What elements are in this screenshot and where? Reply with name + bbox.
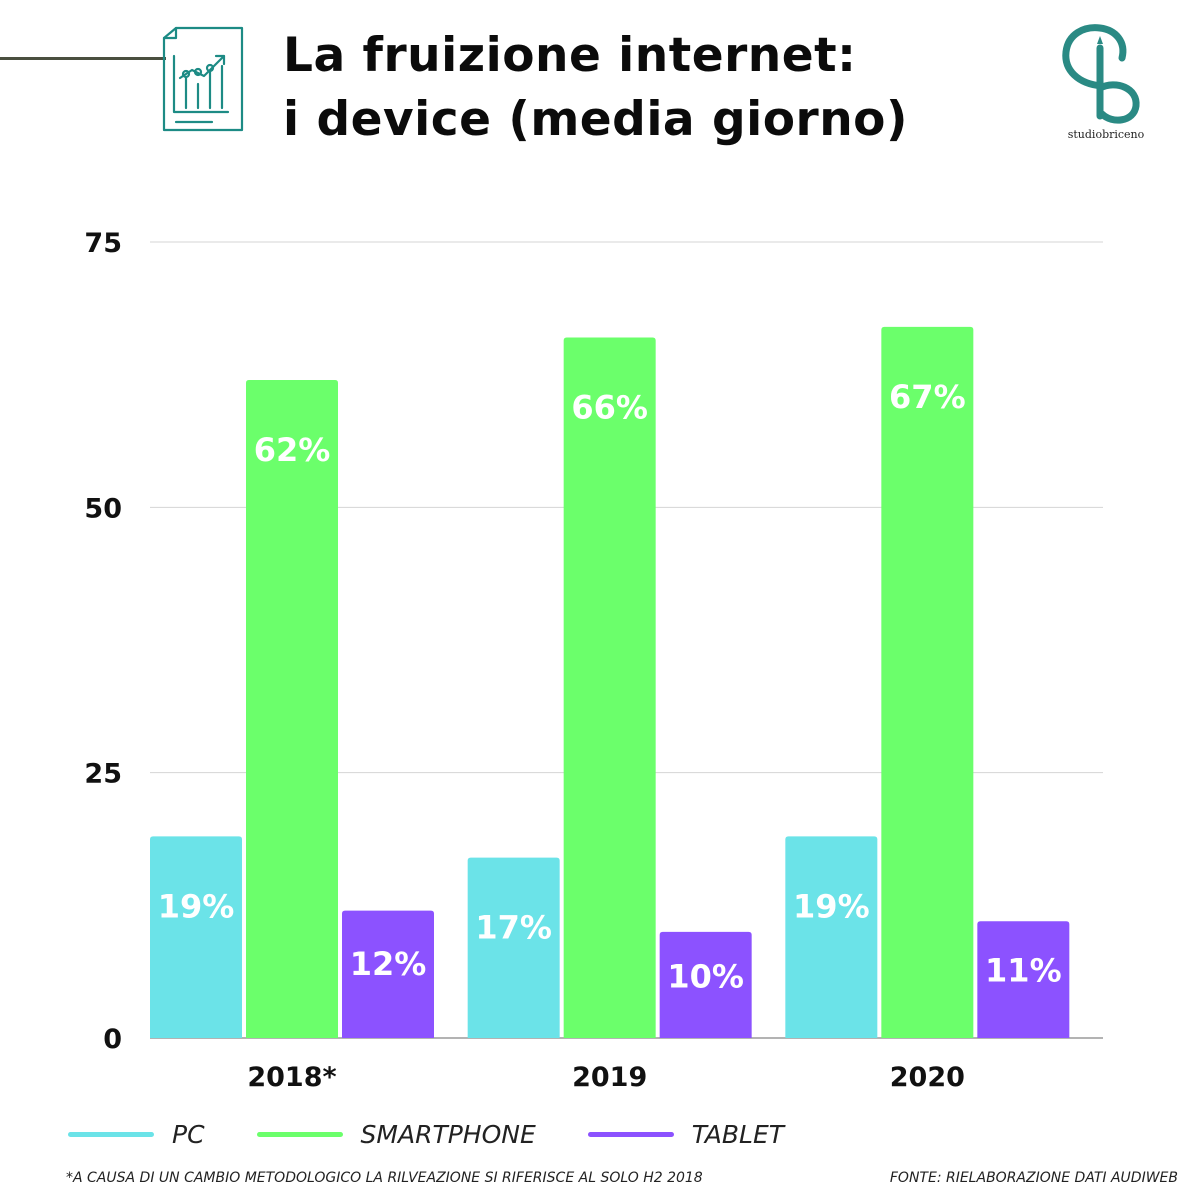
header-rule: [0, 57, 166, 60]
title-line-1: La fruizione internet:: [283, 28, 857, 83]
y-tick-label: 75: [84, 228, 122, 259]
bar-value-label: 11%: [985, 951, 1062, 989]
bar-value-label: 66%: [571, 389, 648, 427]
y-tick-label: 0: [103, 1024, 122, 1055]
legend-item-smartphone: SMARTPHONE: [256, 1119, 536, 1149]
x-axis-labels: 2018* 2019 2020: [247, 1062, 965, 1093]
studiobriceno-logo: [1062, 24, 1140, 124]
bar-value-label: 12%: [350, 945, 427, 983]
bar-tablet-2020: [977, 921, 1070, 1038]
logo-wordmark: studiobriceno: [1067, 128, 1145, 141]
bar-tablet-2019: [659, 931, 752, 1038]
legend-label-tablet: TABLET: [691, 1119, 785, 1149]
bar-tablet-2018: [342, 910, 434, 1038]
bar-value-label: 62%: [254, 431, 331, 469]
footnote: *A CAUSA DI UN CAMBIO METODOLOGICO LA RI…: [66, 1170, 703, 1186]
bar-value-label: 10%: [667, 957, 744, 995]
x-category-label: 2020: [890, 1062, 965, 1093]
legend-item-tablet: TABLET: [587, 1119, 785, 1149]
legend-swatch-tablet: [587, 1131, 674, 1137]
legend-swatch-pc: [68, 1131, 154, 1137]
legend-item-pc: PC: [68, 1120, 205, 1149]
chart-bars: [150, 326, 1070, 1038]
bar-pc-2020: [785, 836, 878, 1038]
y-tick-label: 50: [84, 493, 122, 524]
bar-value-label: 19%: [158, 887, 235, 925]
bar-pc-2019: [467, 857, 560, 1038]
bar-value-label: 17%: [475, 909, 552, 947]
y-tick-label: 25: [84, 759, 122, 790]
legend-label-pc: PC: [172, 1119, 205, 1149]
chart-legend: PC SMARTPHONE TABLET: [68, 1114, 836, 1154]
bar-smartphone-2018: [246, 379, 338, 1038]
title-line-2: i device (media giorno): [283, 92, 908, 147]
bar-value-label: 19%: [793, 887, 870, 925]
document-chart-icon: [162, 26, 244, 132]
bar-pc-2018: [150, 836, 242, 1038]
bar-smartphone-2020: [881, 326, 974, 1038]
x-category-label: 2018*: [247, 1062, 336, 1093]
chart-bar-labels: 19% 62% 12% 17% 66% 10% 19% 67% 11%: [158, 378, 1062, 996]
page-title: La fruizione internet: i device (media g…: [283, 24, 908, 152]
x-category-label: 2019: [572, 1062, 647, 1093]
source-note: FONTE: RIELABORAZIONE DATI AUDIWEB: [889, 1170, 1178, 1186]
legend-label-smartphone: SMARTPHONE: [360, 1119, 536, 1149]
y-axis-ticks: 0 25 50 75: [84, 228, 122, 1055]
bar-value-label: 67%: [889, 378, 966, 416]
legend-swatch-smartphone: [256, 1131, 343, 1137]
bar-smartphone-2019: [563, 337, 656, 1038]
